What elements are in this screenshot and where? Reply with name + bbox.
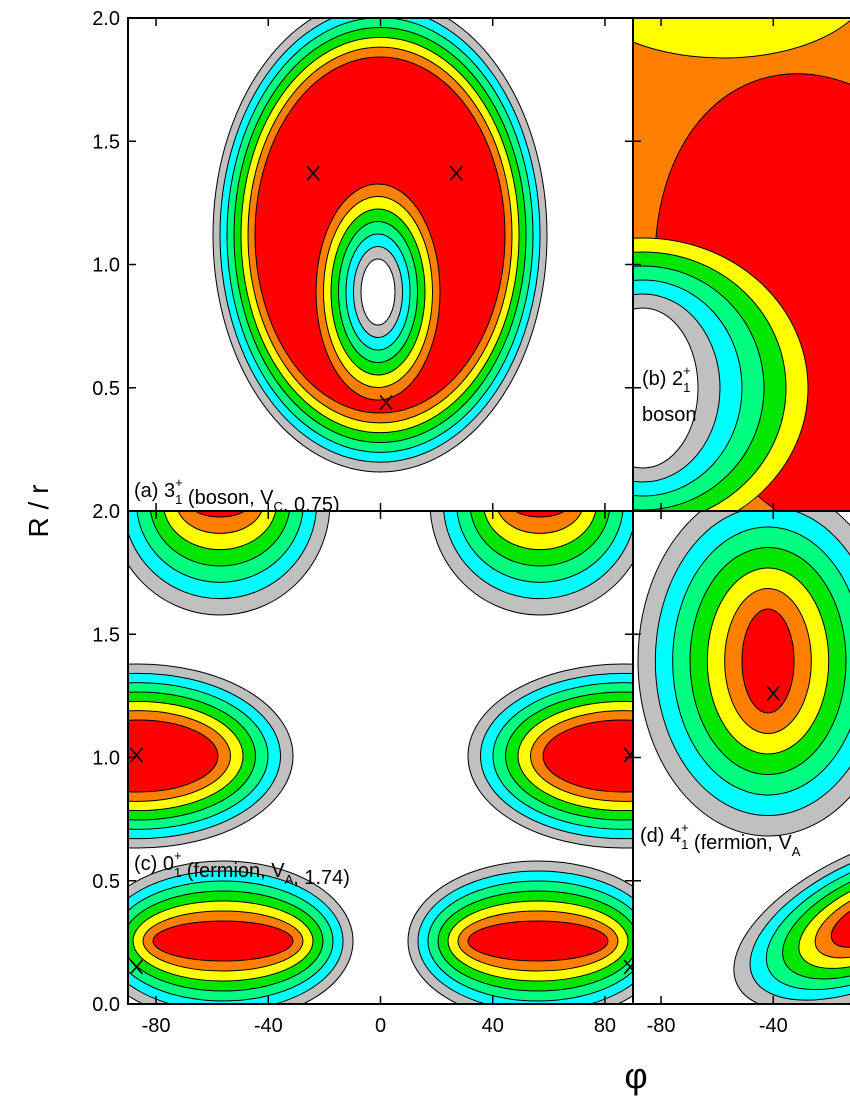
marker-stroke [129, 747, 144, 763]
y-tick-label: 0.5 [92, 378, 120, 400]
label-text: (fermion, V [688, 832, 792, 854]
marker-stroke [379, 395, 393, 411]
contour-level [633, 18, 850, 59]
maximum-marker [449, 165, 463, 181]
maximum-marker [306, 165, 320, 181]
x-tick-label: -80 [142, 1015, 171, 1037]
y-tick-label: 1.5 [92, 131, 120, 153]
contour-level [128, 719, 219, 793]
label-text: , 1.74) [293, 867, 350, 889]
marker-stroke [623, 750, 633, 763]
marker-stroke [766, 685, 780, 701]
contour-level [360, 258, 396, 326]
label-text: (fermion, V [181, 860, 285, 882]
panel-label: boson [642, 404, 697, 426]
label-sup: + [175, 475, 183, 490]
label-text: boson [642, 404, 697, 426]
x-axis-label: φ [624, 1055, 647, 1096]
label-sup: + [681, 820, 689, 835]
maximum-marker [766, 685, 780, 701]
y-tick-label: 1.0 [92, 748, 120, 770]
y-tick-label: 1.0 [92, 255, 120, 277]
x-tick-label: 40 [482, 1015, 504, 1037]
x-tick-label: 0 [375, 1015, 386, 1037]
contour-panel [633, 18, 850, 511]
x-tick-label: -40 [759, 1015, 788, 1037]
y-tick-label: 1.5 [92, 624, 120, 646]
label-text: (c) 0 [134, 853, 174, 875]
marker-stroke [623, 962, 633, 975]
marker-stroke [129, 959, 144, 975]
contour-panel [633, 511, 850, 1004]
contour-level [830, 894, 850, 948]
marker-stroke [306, 165, 320, 181]
contour-level [741, 608, 795, 714]
maximum-marker [379, 395, 393, 411]
contour-panel [128, 18, 633, 511]
contour-level [467, 920, 609, 962]
contour-level [633, 307, 699, 469]
contour-panel [128, 511, 633, 1004]
label-sup: + [174, 848, 182, 863]
label-sub: 1 [683, 380, 690, 395]
contour-level [497, 511, 583, 534]
x-tick-label: 80 [594, 1015, 616, 1037]
label-sub: C [274, 499, 283, 514]
label-sup: + [683, 363, 691, 378]
x-tick-label: -40 [254, 1015, 283, 1037]
y-axis-label: R / r [23, 485, 54, 538]
label-sub: A [285, 872, 294, 887]
label-sub: 1 [681, 837, 688, 852]
label-text: (d) 4 [640, 825, 681, 847]
label-sub: A [792, 844, 801, 859]
y-tick-label: 2.0 [92, 8, 120, 30]
contour-level [514, 511, 566, 518]
contour-level [194, 511, 246, 518]
panel-label: (c) 0+ 1 (fermion, VA, 1.74) [134, 848, 350, 889]
maximum-marker [623, 959, 633, 975]
y-tick-label: 0.5 [92, 871, 120, 893]
panel-label: (b) 2+ 1 [642, 363, 691, 395]
maximum-marker [129, 959, 144, 975]
label-text: (a) 3 [134, 480, 175, 502]
panel-label: (d) 4+ 1 (fermion, VA [640, 820, 801, 859]
maximum-marker [129, 747, 144, 763]
y-tick-label: 0.0 [92, 994, 120, 1016]
label-text: (boson, V [182, 487, 274, 509]
marker-stroke [449, 165, 463, 181]
contour-level [542, 719, 633, 793]
x-tick-label: -80 [647, 1015, 676, 1037]
label-sub: 1 [175, 492, 182, 507]
contour-level [177, 511, 263, 534]
contour-level [152, 920, 294, 962]
label-text: (b) 2 [642, 368, 683, 390]
maximum-marker [623, 747, 633, 763]
label-sub: 1 [174, 865, 181, 880]
y-tick-label: 2.0 [92, 501, 120, 523]
